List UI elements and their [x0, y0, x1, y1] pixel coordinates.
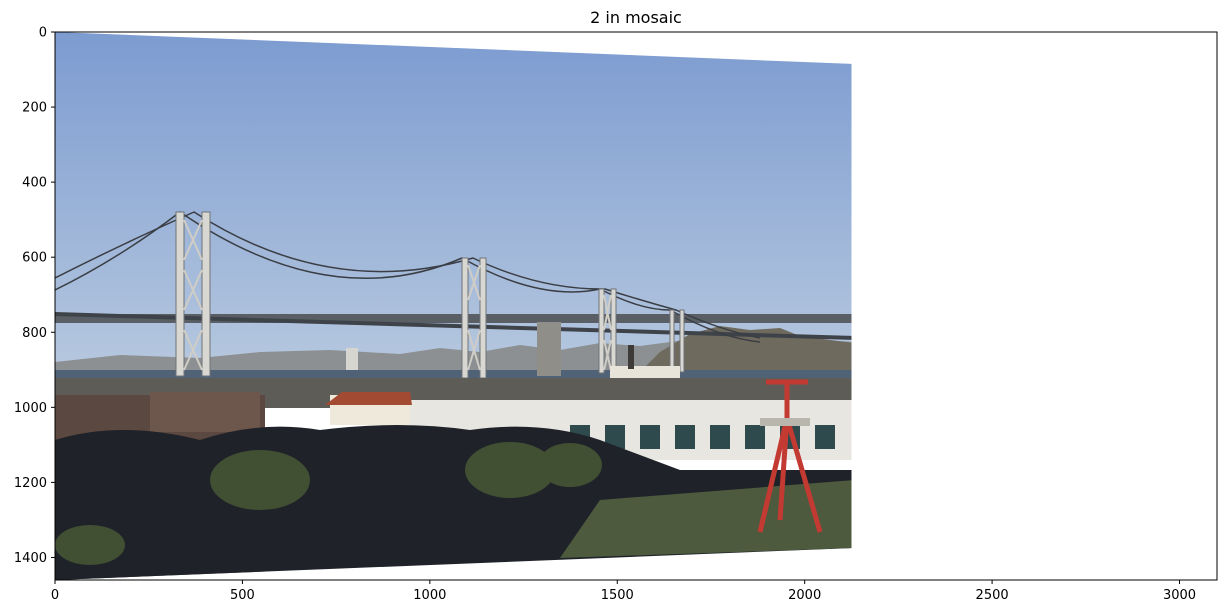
- bridge-deck: [55, 314, 852, 323]
- y-tick-label: 1400: [14, 551, 47, 566]
- bay-bridge-warped-photo: [55, 32, 852, 580]
- island: [640, 326, 852, 378]
- x-tick-label: 0: [51, 588, 59, 603]
- y-tick-label: 0: [39, 26, 47, 41]
- palm-trees: [55, 442, 602, 565]
- x-tick-label: 500: [230, 588, 255, 603]
- y-tick-label: 800: [22, 326, 47, 341]
- bridge-towers: [175, 211, 685, 379]
- x-tick-label: 2000: [788, 588, 821, 603]
- building: [346, 348, 358, 370]
- tower-bracing: [183, 219, 612, 371]
- bridge-anchorage: [537, 322, 561, 376]
- x-tick-label: 1000: [413, 588, 446, 603]
- y-tick-label: 400: [22, 176, 47, 191]
- y-tick-label: 600: [22, 251, 47, 266]
- y-tick-label: 200: [22, 101, 47, 116]
- plot-title: 2 in mosaic: [590, 8, 682, 27]
- bridge-cable-1: [55, 211, 761, 339]
- y-tick-label: 1200: [14, 476, 47, 491]
- y-axis: 0 200 400 600 800 1000 1200 1400: [14, 26, 55, 566]
- sculpture-ring: [760, 418, 810, 426]
- y-tick-label: 1000: [14, 401, 47, 416]
- x-tick-label: 3000: [1163, 588, 1196, 603]
- red-sculpture: [757, 379, 823, 533]
- x-tick-label: 2500: [976, 588, 1009, 603]
- x-tick-label: 1500: [601, 588, 634, 603]
- axes-frame: [54, 31, 1218, 581]
- x-axis: 0 500 1000 1500 2000 2500 3000: [51, 580, 1196, 603]
